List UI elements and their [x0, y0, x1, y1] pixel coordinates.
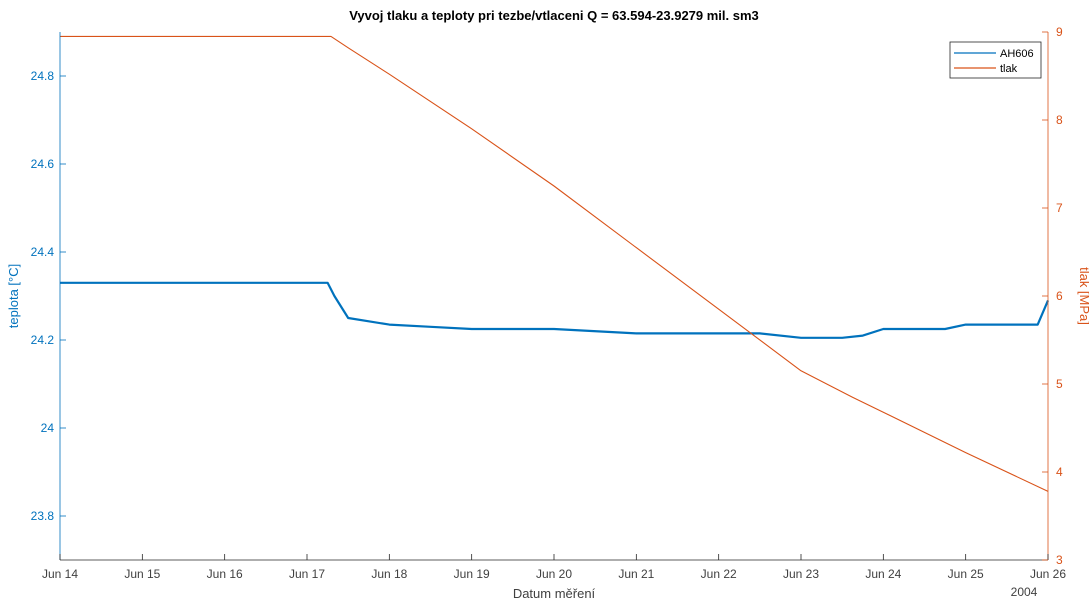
series-layer — [60, 35, 1050, 492]
x-tick-label-0: Jun 14 — [42, 567, 78, 581]
y-axis-left-label: teplota [°C] — [6, 264, 21, 328]
y-right-tick-label-1: 4 — [1056, 465, 1063, 479]
y-right-tick-label-6: 9 — [1056, 25, 1063, 39]
plot-area: Jun 14 Jun 15 Jun 16 Jun 17 Jun 18 Jun 19 Jun … — [31, 25, 1067, 581]
y-right-tick-label-3: 6 — [1056, 289, 1063, 303]
x-tick-label-2: Jun 16 — [207, 567, 243, 581]
y-right-tick-label-5: 8 — [1056, 113, 1063, 127]
x-tick-label-1: Jun 15 — [124, 567, 160, 581]
y-left-tick-label-4: 24.6 — [31, 157, 55, 171]
x-tick-label-9: Jun 23 — [783, 567, 819, 581]
x-tick-label-12: Jun 26 — [1030, 567, 1066, 581]
legend-label-ah606: AH606 — [1000, 48, 1034, 60]
y-left-tick-label-2: 24.2 — [31, 333, 55, 347]
x-tick-label-11: Jun 25 — [948, 567, 984, 581]
series-line-ah606 — [60, 281, 1050, 339]
x-tick-label-6: Jun 20 — [536, 567, 572, 581]
chart-title: Vyvoj tlaku a teploty pri tezbe/vtlaceni… — [349, 8, 759, 23]
y-left-tick-label-3: 24.4 — [31, 245, 55, 259]
x-axis-label: Datum měření — [513, 586, 596, 601]
y-left-tick-label-0: 23.8 — [31, 509, 55, 523]
y-left-tick-label-1: 24 — [41, 421, 55, 435]
x-tick-label-8: Jun 22 — [701, 567, 737, 581]
x-tick-label-3: Jun 17 — [289, 567, 325, 581]
y-right-tick-label-0: 3 — [1056, 553, 1063, 567]
x-tick-label-5: Jun 19 — [454, 567, 490, 581]
x-tick-label-4: Jun 18 — [371, 567, 407, 581]
x-tick-label-7: Jun 21 — [618, 567, 654, 581]
legend: AH606 tlak — [949, 41, 1042, 79]
y-left-tick-label-5: 24.8 — [31, 69, 55, 83]
legend-label-tlak: tlak — [1000, 63, 1018, 75]
legend-box — [949, 41, 1042, 79]
y-axis-right-label: tlak [MPa] — [1077, 267, 1089, 325]
series-line-tlak — [60, 35, 1049, 492]
plot-background — [60, 32, 1048, 560]
y-right-tick-label-2: 5 — [1056, 377, 1063, 391]
x-axis-year-label: 2004 — [1011, 585, 1038, 599]
ticks-layer: Jun 14 Jun 15 Jun 16 Jun 17 Jun 18 Jun 19 Jun … — [31, 25, 1067, 581]
x-tick-label-10: Jun 24 — [865, 567, 901, 581]
y-right-tick-label-4: 7 — [1056, 201, 1063, 215]
